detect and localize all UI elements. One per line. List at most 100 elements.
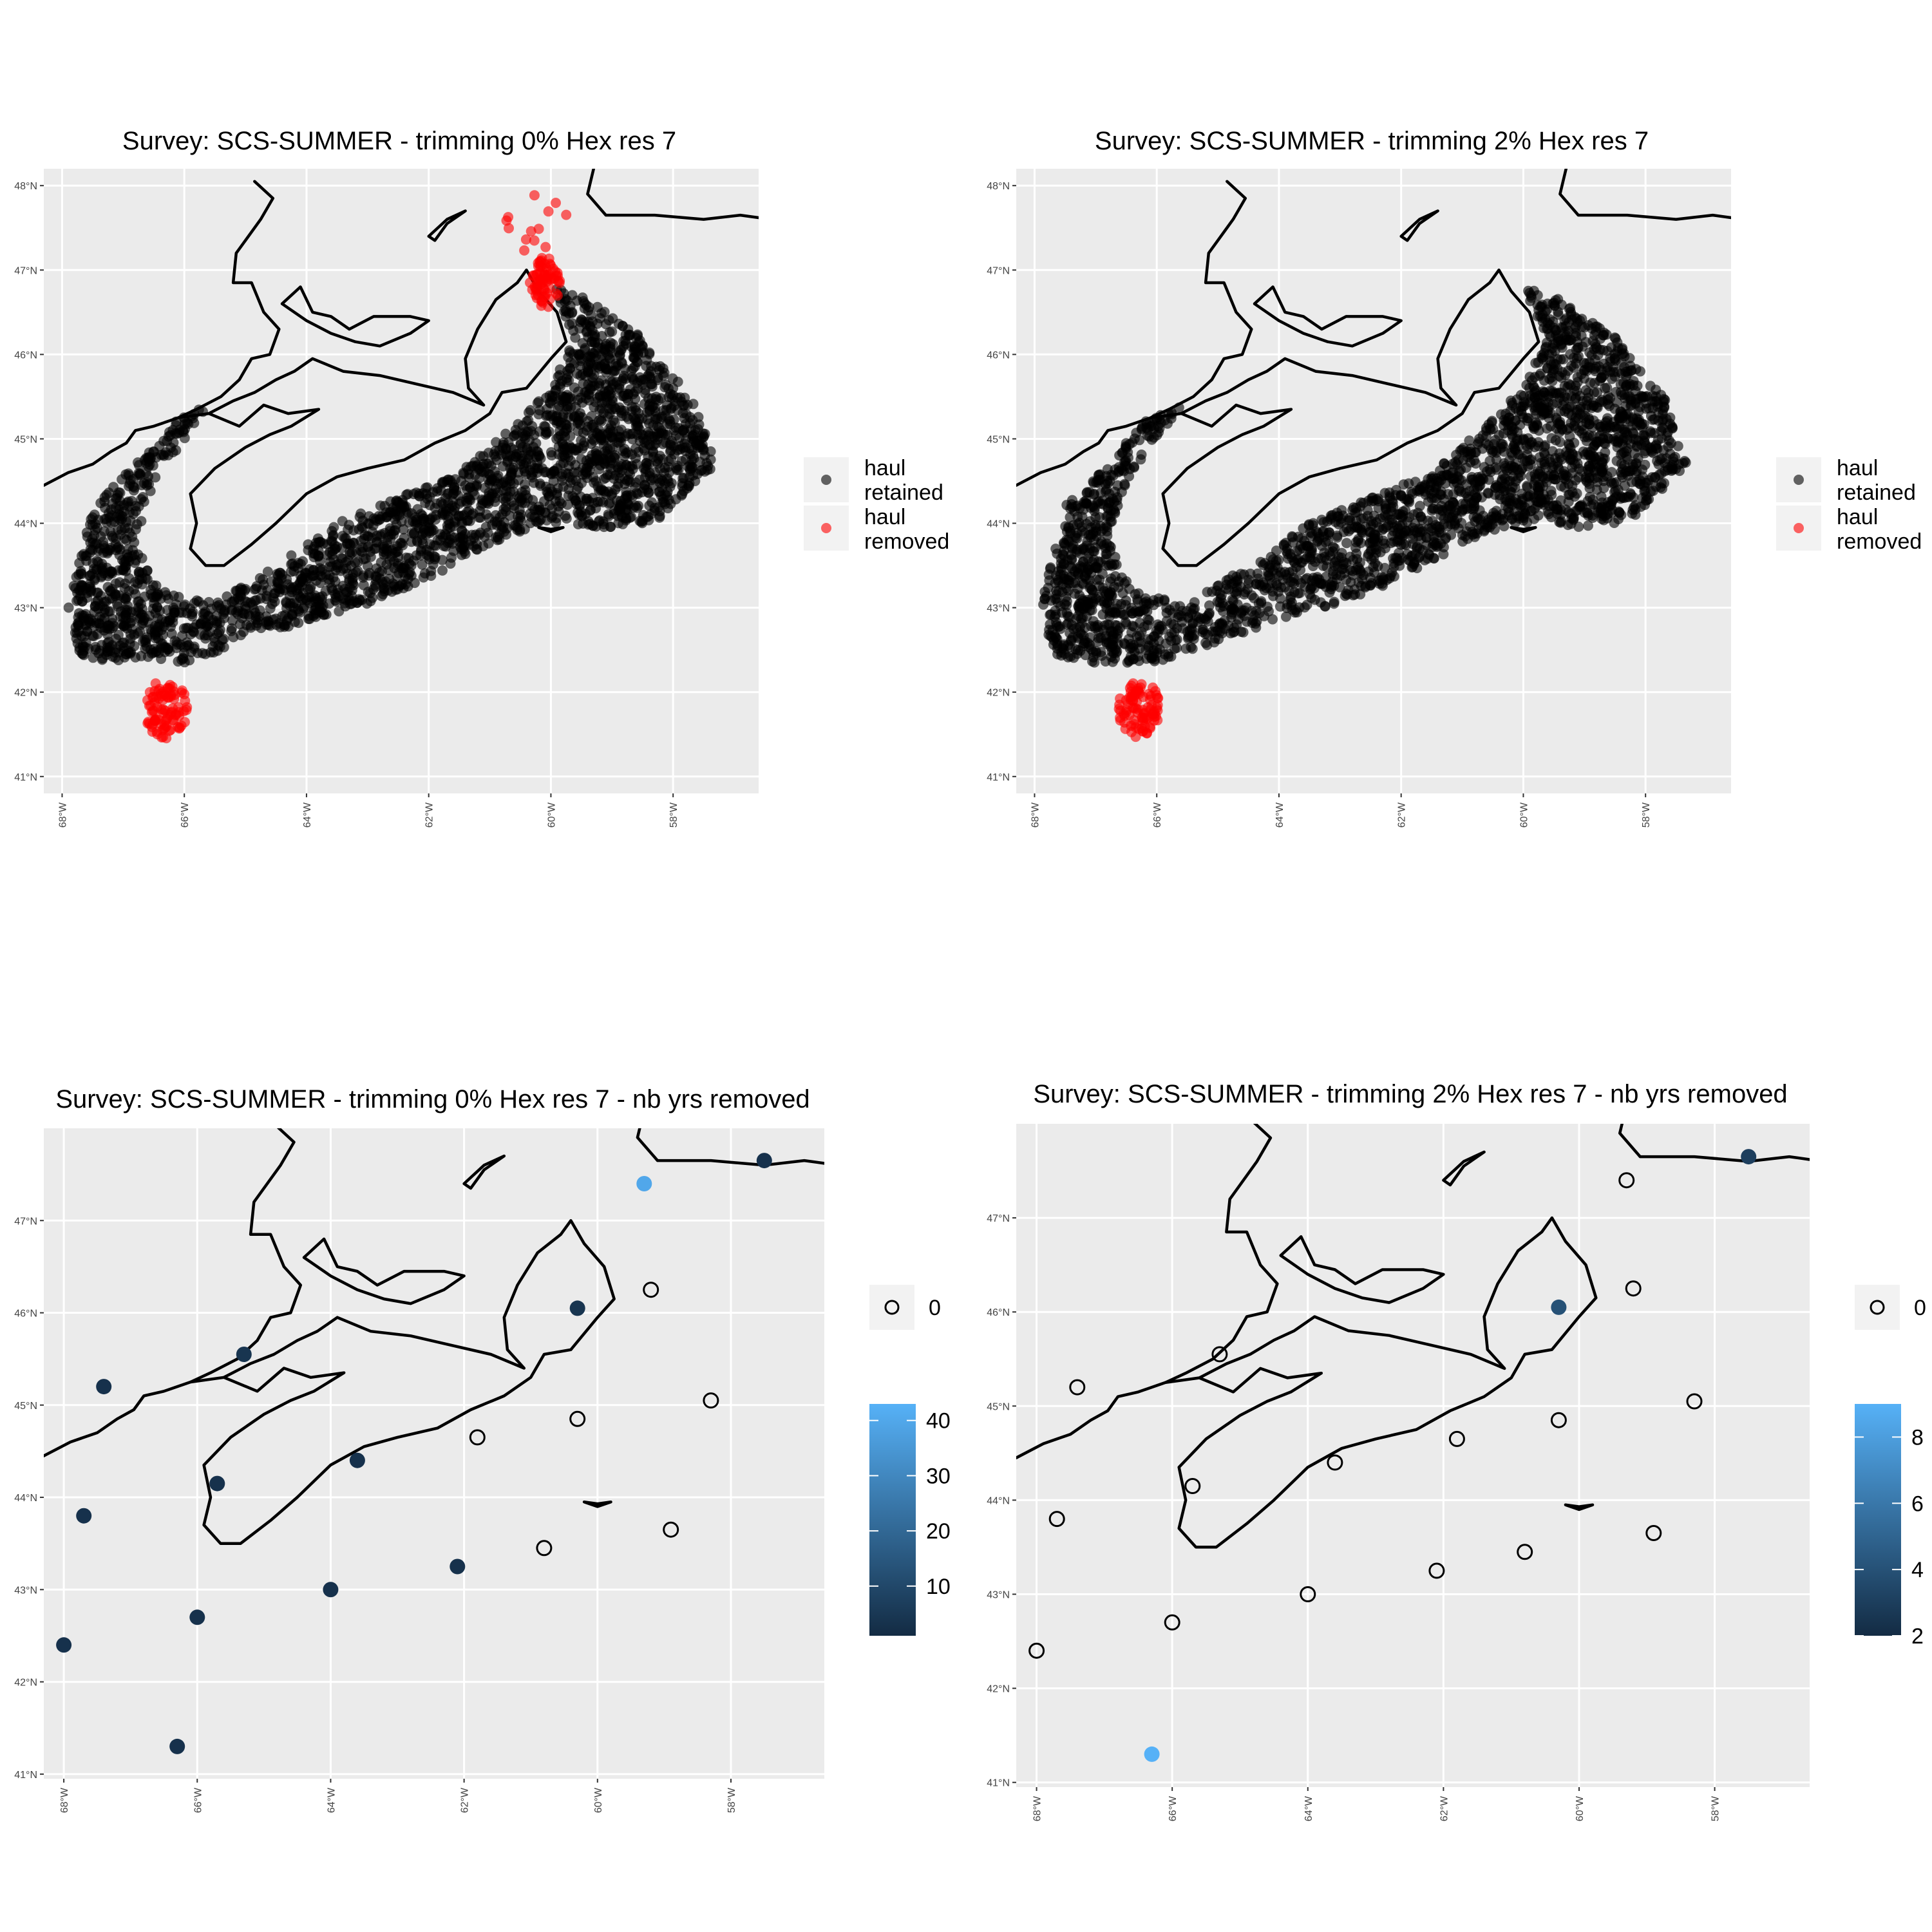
- panel-1-title: Survey: SCS-SUMMER - trimming 0% Hex res…: [122, 127, 676, 155]
- haul-retained: [145, 486, 156, 497]
- haul-retained: [1558, 470, 1569, 481]
- haul-retained: [1289, 607, 1300, 618]
- legend-label-removed-line1: haul: [864, 505, 905, 529]
- haul-retained: [1204, 600, 1215, 611]
- haul-retained: [292, 589, 303, 600]
- haul-retained: [214, 600, 224, 611]
- haul-retained: [555, 381, 565, 392]
- haul-retained: [556, 469, 567, 479]
- haul-retained: [1388, 501, 1399, 512]
- haul-retained: [133, 457, 143, 468]
- haul-retained: [160, 587, 171, 598]
- haul-retained: [630, 453, 641, 464]
- haul-retained: [574, 350, 585, 361]
- haul-retained: [142, 452, 153, 463]
- haul-removed: [535, 261, 545, 272]
- haul-retained: [588, 472, 599, 482]
- haul-retained: [583, 395, 594, 406]
- haul-retained: [1157, 654, 1168, 665]
- haul-retained: [1081, 495, 1092, 506]
- haul-retained: [96, 572, 107, 583]
- haul-retained: [178, 601, 189, 612]
- haul-retained: [681, 434, 691, 444]
- haul-retained: [269, 588, 279, 599]
- haul-retained: [109, 647, 120, 658]
- haul-retained: [639, 480, 650, 491]
- haul-retained: [1281, 611, 1291, 622]
- haul-retained: [1267, 614, 1278, 625]
- haul-retained: [179, 657, 190, 668]
- haul-retained: [1322, 536, 1333, 547]
- y-tick-label: 44°N: [14, 519, 37, 530]
- haul-retained: [1343, 585, 1354, 596]
- haul-retained: [137, 618, 148, 629]
- haul-retained: [412, 504, 423, 515]
- haul-retained: [104, 620, 115, 631]
- haul-retained: [279, 585, 290, 596]
- haul-retained: [592, 301, 603, 312]
- coastline-segment: [1149, 269, 1540, 567]
- haul-removed: [526, 226, 536, 237]
- haul-retained: [1394, 560, 1405, 571]
- haul-retained: [500, 428, 511, 439]
- haul-retained: [527, 467, 538, 478]
- haul-retained: [337, 593, 348, 604]
- haul-retained: [235, 587, 246, 598]
- haul-retained: [1299, 602, 1310, 613]
- haul-retained: [309, 570, 319, 580]
- haul-retained: [86, 514, 97, 525]
- haul-removed: [148, 692, 159, 703]
- haul-retained: [504, 510, 515, 521]
- haul-retained: [370, 543, 381, 554]
- haul-retained: [561, 513, 572, 524]
- haul-retained: [402, 489, 413, 500]
- haul-retained: [286, 550, 297, 561]
- haul-removed: [176, 685, 187, 696]
- haul-retained: [105, 566, 116, 577]
- haul-retained: [249, 595, 260, 606]
- haul-retained: [272, 577, 283, 588]
- haul-retained: [1347, 505, 1358, 515]
- haul-retained: [82, 592, 92, 603]
- haul-retained: [529, 430, 540, 440]
- haul-retained: [73, 594, 84, 605]
- haul-retained: [1649, 472, 1660, 482]
- haul-retained: [378, 547, 389, 557]
- haul-retained: [1448, 489, 1459, 500]
- haul-retained: [97, 639, 107, 650]
- haul-retained: [694, 419, 705, 430]
- haul-retained: [583, 359, 594, 370]
- haul-retained: [1251, 605, 1262, 616]
- haul-retained: [560, 294, 571, 305]
- haul-retained: [651, 361, 662, 372]
- haul-removed: [529, 190, 540, 201]
- haul-retained: [455, 532, 466, 543]
- haul-retained: [120, 614, 131, 625]
- haul-retained: [189, 409, 200, 419]
- haul-retained: [587, 450, 598, 460]
- haul-removed: [551, 198, 561, 208]
- haul-retained: [319, 609, 330, 620]
- haul-retained: [1583, 520, 1593, 531]
- haul-retained: [262, 566, 273, 577]
- haul-retained: [596, 354, 607, 365]
- x-tick-label: 66°W: [180, 802, 191, 828]
- haul-retained: [396, 516, 407, 527]
- haul-retained: [332, 584, 343, 595]
- haul-removed: [180, 696, 191, 706]
- haul-retained: [619, 444, 630, 455]
- haul-retained: [299, 592, 310, 603]
- haul-retained: [171, 416, 182, 427]
- haul-retained: [1406, 486, 1417, 497]
- haul-retained: [134, 567, 145, 577]
- haul-retained: [1608, 366, 1619, 377]
- panel-2: Survey: SCS-SUMMER - trimming 2% Hex res…: [987, 127, 1922, 828]
- haul-retained: [484, 478, 495, 489]
- haul-retained: [180, 419, 190, 430]
- haul-retained: [647, 447, 658, 458]
- haul-retained: [631, 488, 642, 498]
- haul-retained: [152, 612, 163, 623]
- haul-retained: [527, 421, 538, 431]
- haul-retained: [417, 529, 428, 540]
